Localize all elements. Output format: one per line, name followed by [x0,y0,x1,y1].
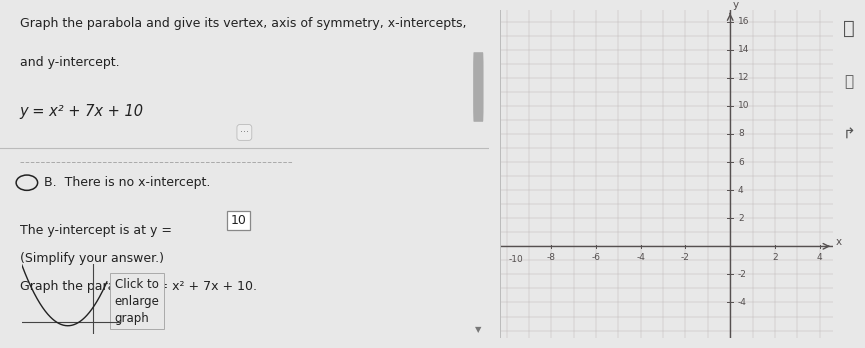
Text: 14: 14 [738,45,749,54]
Text: B.  There is no x-intercept.: B. There is no x-intercept. [44,176,210,189]
Text: 2: 2 [738,214,744,223]
Text: -8: -8 [547,253,556,262]
Text: and y-intercept.: and y-intercept. [20,56,119,69]
Text: ⌕: ⌕ [844,74,854,89]
FancyBboxPatch shape [473,52,484,122]
Text: -2: -2 [738,270,746,279]
Text: Graph the parabola y = x² + 7x + 10.: Graph the parabola y = x² + 7x + 10. [20,280,257,293]
Text: 16: 16 [738,17,749,26]
Text: -6: -6 [592,253,600,262]
Text: 12: 12 [738,73,749,82]
Text: -4: -4 [738,298,746,307]
Text: ▼: ▼ [475,325,482,334]
Text: ⌕: ⌕ [843,19,855,38]
Text: 4: 4 [738,185,744,195]
Text: ···: ··· [240,127,249,137]
Text: y = x² + 7x + 10: y = x² + 7x + 10 [20,104,144,119]
Text: Graph the parabola and give its vertex, axis of symmetry, x-intercepts,: Graph the parabola and give its vertex, … [20,17,466,30]
Text: -4: -4 [637,253,645,262]
Text: 8: 8 [738,129,744,139]
Text: (Simplify your answer.): (Simplify your answer.) [20,252,163,265]
Text: -10: -10 [509,255,523,264]
Text: 2: 2 [772,253,778,262]
Text: 6: 6 [738,158,744,167]
Text: The y-intercept is at y =: The y-intercept is at y = [20,224,176,237]
Text: 4: 4 [817,253,823,262]
Text: 10: 10 [738,101,749,110]
Text: y: y [733,0,739,10]
Text: Click to
enlarge
graph: Click to enlarge graph [115,277,160,325]
Text: 10: 10 [231,214,247,227]
Text: -2: -2 [681,253,690,262]
Text: x: x [836,237,842,247]
Text: ↱: ↱ [843,127,855,142]
